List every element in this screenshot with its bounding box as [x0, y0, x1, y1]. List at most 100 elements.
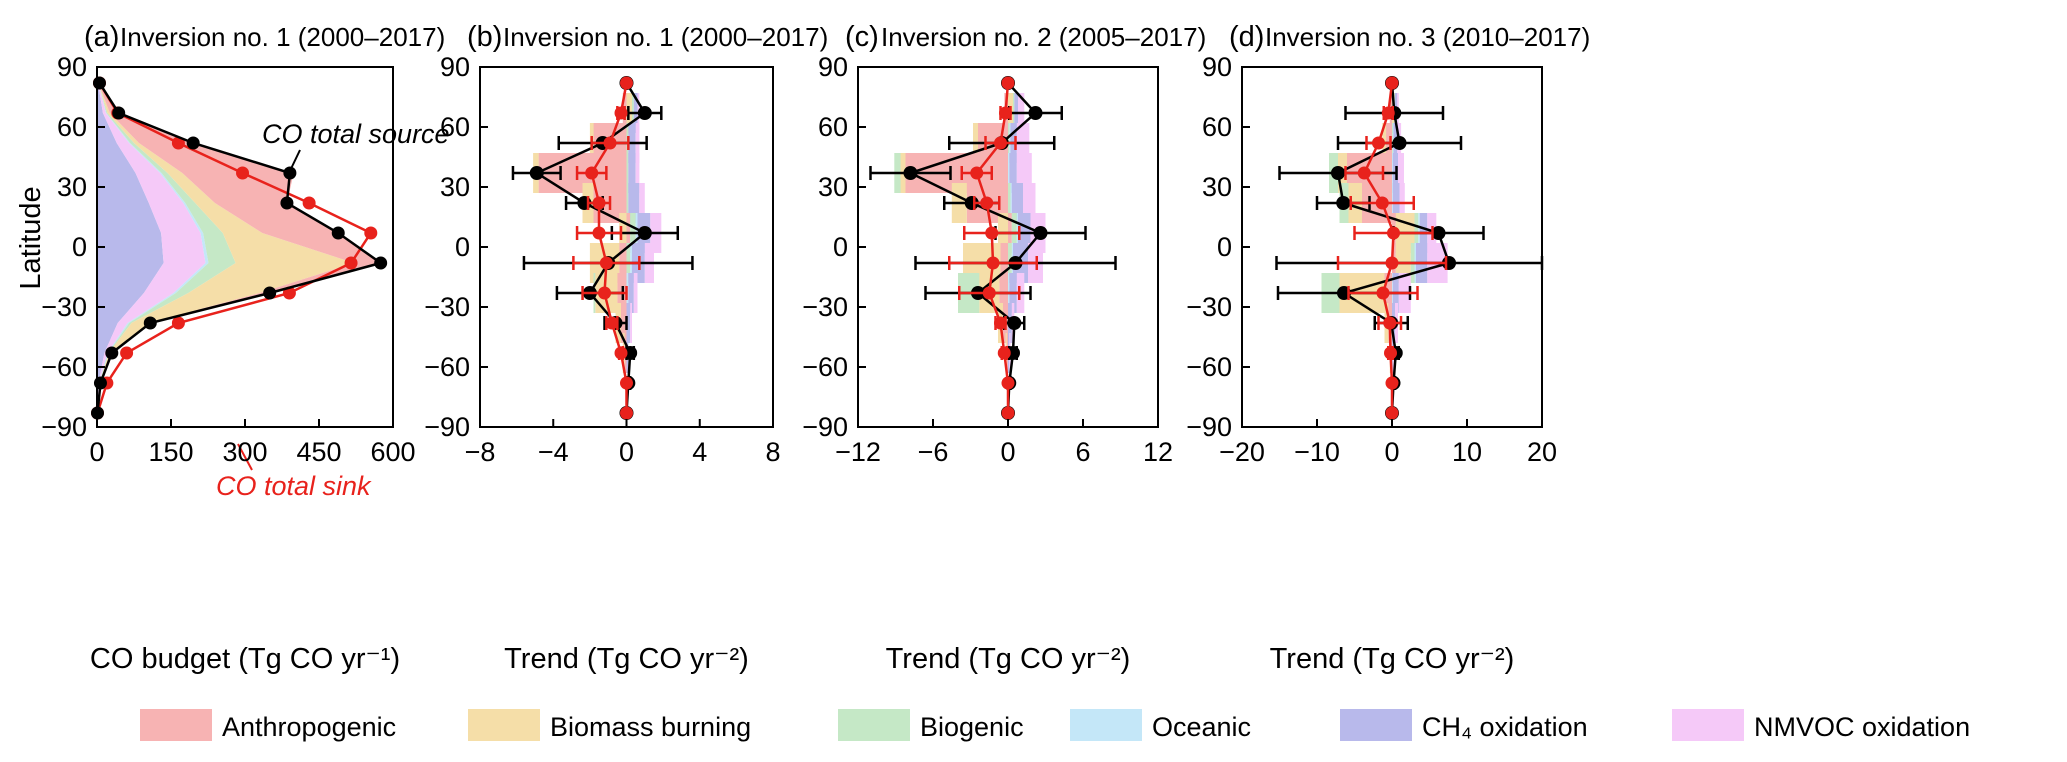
annotation-leader-source	[287, 149, 301, 176]
point-co-total-source	[186, 136, 200, 150]
panel-letter: (b)	[467, 21, 502, 53]
x-tick-label: −10	[1294, 437, 1340, 467]
y-tick-label: −30	[424, 292, 470, 322]
y-tick-label: 60	[1202, 112, 1232, 142]
point-co-total-sink	[1383, 316, 1397, 330]
panel-title: Inversion no. 1 (2000–2017)	[120, 22, 445, 52]
y-tick-label: 90	[57, 52, 87, 82]
x-tick-label: 0	[1384, 437, 1399, 467]
point-co-total-sink	[598, 286, 612, 300]
x-axis-title: CO budget (Tg CO yr⁻¹)	[90, 643, 400, 675]
point-co-total-sink	[614, 106, 628, 120]
area-biogenic	[97, 83, 236, 413]
area-oceanic	[97, 83, 209, 413]
y-tick-label: 0	[455, 232, 470, 262]
point-co-total-sink	[1381, 106, 1395, 120]
point-co-total-sink	[585, 166, 599, 180]
x-tick-label: −4	[538, 437, 569, 467]
area-ch-oxidation	[97, 83, 164, 413]
point-co-total-sink	[1387, 226, 1400, 240]
point-co-total-sink	[599, 256, 613, 270]
point-co-total-sink	[1385, 376, 1399, 390]
bar-ch-oxidation	[626, 303, 631, 343]
point-co-total-sink	[171, 316, 185, 330]
x-tick-label: −6	[918, 437, 949, 467]
legend-swatch-biogenic	[838, 709, 910, 741]
point-co-total-sink	[985, 226, 999, 240]
point-co-total-sink	[592, 196, 606, 210]
legend-label-ch4-oxidation: CH₄ oxidation	[1422, 712, 1588, 742]
point-co-total-source	[1336, 196, 1351, 210]
y-tick-label: 30	[1202, 172, 1232, 202]
point-co-total-source	[1007, 316, 1022, 330]
y-tick-label: −90	[424, 412, 470, 442]
point-co-total-source	[331, 226, 345, 240]
x-tick-label: −8	[465, 437, 496, 467]
point-co-total-source	[105, 346, 119, 360]
y-tick-label: 90	[440, 52, 470, 82]
point-co-total-sink	[1372, 136, 1385, 150]
point-co-total-source	[93, 376, 107, 390]
point-co-total-sink	[120, 346, 134, 360]
point-co-total-sink	[364, 226, 378, 240]
bar-ch-oxidation	[628, 183, 640, 223]
point-co-total-sink	[171, 136, 185, 150]
bar-ch-oxidation	[628, 153, 636, 193]
point-co-total-source	[1033, 226, 1048, 240]
point-co-total-sink	[994, 316, 1007, 330]
point-co-total-sink	[236, 166, 250, 180]
point-co-total-source	[112, 106, 126, 120]
point-co-total-sink	[1001, 376, 1015, 390]
point-co-total-sink	[344, 256, 358, 270]
x-axis-title: Trend (Tg CO yr⁻²)	[1270, 643, 1515, 675]
area-biomass-burning	[97, 83, 354, 413]
y-tick-label: 30	[440, 172, 470, 202]
point-co-total-source	[1431, 226, 1446, 240]
bar-oceanic	[1008, 153, 1010, 193]
panel-letter: (d)	[1229, 21, 1264, 53]
bar-biogenic	[626, 183, 629, 223]
panel-b: 90 60 30 0 −30 −60 −90−8 −4 0 4 8 (b) Inversion no. …	[424, 21, 828, 675]
y-tick-label: 0	[72, 232, 87, 262]
x-tick-label: 10	[1452, 437, 1482, 467]
y-tick-label: 30	[57, 172, 87, 202]
x-tick-label: 0	[89, 437, 104, 467]
point-co-total-sink	[605, 316, 619, 330]
legend: Anthropogenic Biomass burning Biogenic O…	[140, 709, 1970, 742]
point-co-total-sink	[620, 376, 633, 390]
y-tick-label: −30	[1186, 292, 1232, 322]
bar-biogenic	[626, 153, 629, 193]
legend-swatch-ch4-oxidation	[1340, 709, 1412, 741]
y-tick-label: −60	[802, 352, 848, 382]
annotation-total-source: CO total source	[262, 119, 450, 149]
point-co-total-sink	[997, 346, 1011, 360]
panel-title: Inversion no. 2 (2005–2017)	[881, 22, 1206, 52]
point-co-total-sink	[302, 196, 316, 210]
point-co-total-sink	[1357, 166, 1371, 180]
y-tick-label: 90	[818, 52, 848, 82]
point-co-total-sink	[620, 406, 633, 420]
bar-oceanic	[1010, 183, 1012, 223]
point-co-total-source	[637, 106, 652, 120]
y-tick-label: 60	[440, 112, 470, 142]
point-co-total-source	[1028, 106, 1043, 120]
point-co-total-source	[280, 196, 294, 210]
point-co-total-sink	[1384, 346, 1397, 360]
point-co-total-source	[529, 166, 544, 180]
x-tick-label: 600	[370, 437, 415, 467]
bar-ch-oxidation	[1011, 183, 1024, 223]
point-co-total-source	[623, 346, 638, 360]
panel-letter: (c)	[845, 21, 879, 53]
point-co-total-sink	[982, 286, 996, 300]
x-tick-label: 12	[1143, 437, 1173, 467]
y-tick-label: −90	[1186, 412, 1232, 442]
y-tick-label: −30	[41, 292, 87, 322]
panel-d: 90 60 30 0 −30 −60 −90−20 −10 0 10 20 (d) Inversion …	[1186, 21, 1590, 675]
y-tick-label: −60	[1186, 352, 1232, 382]
point-co-total-sink	[1376, 286, 1390, 300]
legend-label-biogenic: Biogenic	[920, 712, 1024, 742]
point-co-total-sink	[592, 226, 606, 240]
x-tick-label: 0	[1000, 437, 1015, 467]
